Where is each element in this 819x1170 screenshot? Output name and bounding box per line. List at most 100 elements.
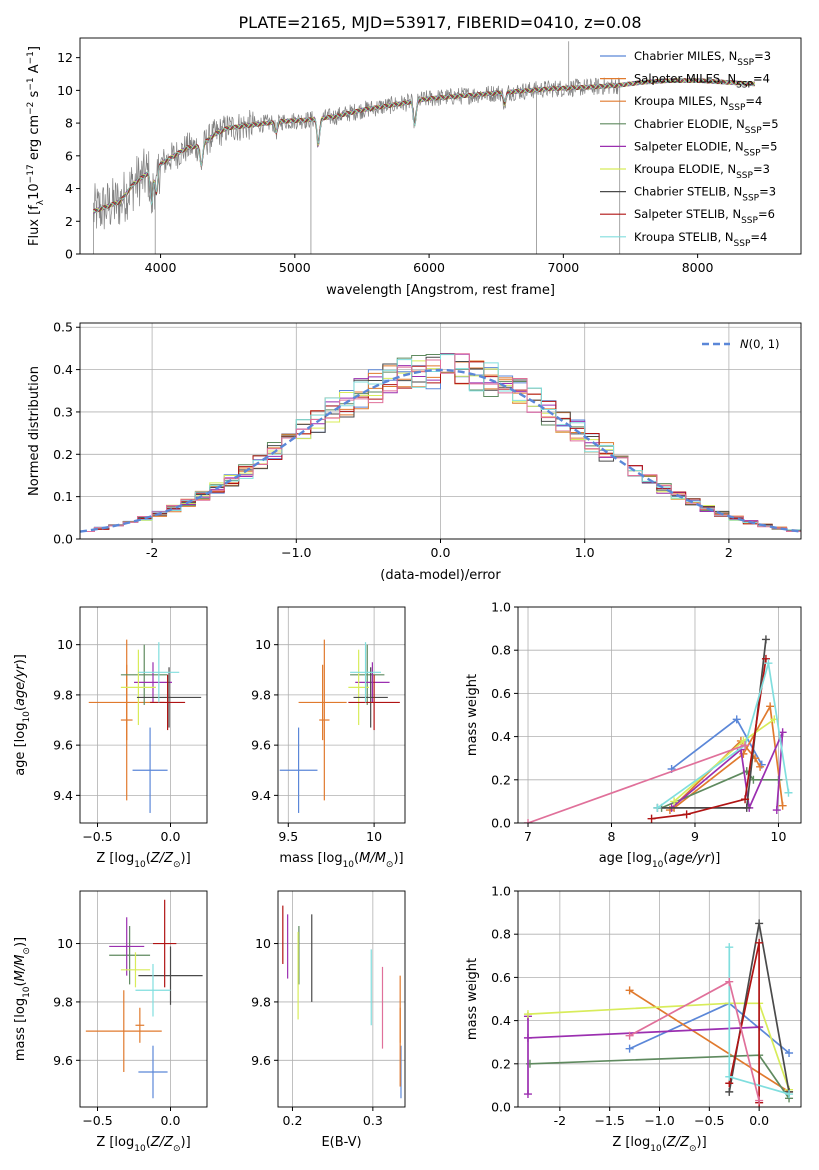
mass-weight-marker (741, 741, 750, 750)
y-tick-label: 4 (65, 181, 73, 196)
x-tick-label: 1.0 (575, 545, 595, 560)
mass-weight-marker (647, 814, 656, 823)
x-axis-label: Z [log10(Z/Z⊙)] (96, 1135, 190, 1154)
histogram-step (80, 353, 801, 539)
y-tick-label: 2 (65, 214, 73, 229)
x-tick-label: 4000 (145, 260, 177, 275)
mass-weight-line (673, 703, 784, 809)
y-tick-label: 0.5 (53, 320, 73, 335)
mass-weight-marker (785, 1090, 794, 1099)
legend-entry: Chabrier ELODIE, NSSP=5 (634, 117, 779, 136)
mass-weight-marker (756, 762, 765, 771)
mass-weight-marker (653, 803, 662, 812)
y-tick-label: 9.4 (53, 788, 73, 803)
x-axis-label: Z [log10(Z/Z⊙)] (96, 851, 190, 870)
y-tick-label: 1.0 (491, 884, 511, 899)
panel-spectrum: 4000 5000 6000 7000 8000 0 2 4 6 8 10 12 Chabrier MI… (26, 37, 802, 298)
observed-spectrum (93, 77, 621, 230)
axes-frame (277, 606, 406, 824)
mass-weight-marker (523, 1033, 532, 1042)
mass-weight-marker (625, 1044, 634, 1053)
plot-area (279, 639, 400, 813)
axes-frame (277, 890, 406, 1108)
mass-weight-marker (625, 1031, 634, 1040)
y-tick-label: 0.8 (491, 927, 511, 942)
x-tick-label: 7000 (547, 260, 579, 275)
x-tick-label: 9 (691, 829, 699, 844)
y-tick-label: 0.0 (53, 532, 73, 547)
mass-weight-line (629, 980, 760, 1101)
y-axis-label: Flux [fλ10−17 erg cm−2 s−1 A−1] (26, 46, 46, 246)
mass-weight-line (527, 1002, 790, 1090)
panel-massweight-vs-age: 7 8 9 10 0.0 0.2 0.4 0.6 0.8 1.0 age [log10(age/yr… (465, 600, 802, 870)
mass-weight-marker (742, 803, 751, 812)
x-tick-label: 0.2 (283, 1113, 303, 1128)
y-tick-label: 8 (65, 116, 73, 131)
y-tick-label: 9.8 (53, 994, 73, 1009)
plot-area (524, 635, 793, 823)
plot-area (85, 899, 203, 1099)
mass-weight-marker (523, 1010, 532, 1019)
x-tick-label: −1.0 (281, 545, 311, 560)
x-tick-label: 2 (725, 545, 733, 560)
mass-weight-marker (725, 943, 734, 952)
x-tick-label: 0.0 (749, 1113, 769, 1128)
y-tick-label: 9.8 (53, 687, 73, 702)
y-tick-label: 10 (57, 637, 73, 652)
y-axis-label: mass [log10(M/M⊙)] (13, 937, 32, 1061)
y-tick-label: 0.4 (491, 729, 511, 744)
x-tick-label: -2 (554, 1113, 566, 1128)
y-tick-label: 9.6 (251, 738, 271, 753)
plot-area (282, 905, 402, 1099)
x-tick-label: 0.0 (161, 1113, 181, 1128)
legend-entry: Salpeter MILES, NSSP=4 (634, 72, 770, 91)
figure-title: PLATE=2165, MJD=53917, FIBERID=0410, z=0… (238, 13, 641, 32)
y-tick-label: 10 (255, 936, 271, 951)
plot-area (80, 353, 801, 539)
x-axis-label: mass [log10(M/M⊙)] (279, 851, 403, 870)
mass-weight-marker (682, 810, 691, 819)
plot-area (88, 639, 202, 813)
axes-frame (79, 606, 208, 824)
x-axis-label: wavelength [Angstrom, rest frame] (326, 283, 555, 298)
mass-weight-line (527, 744, 746, 823)
x-tick-label: 6000 (413, 260, 445, 275)
y-tick-label: 0.2 (53, 447, 73, 462)
mass-weight-marker (772, 806, 781, 815)
panel-mass-vs-ebv: 0.2 0.3 9.6 9.8 10 E(B-V) (251, 890, 406, 1150)
x-tick-label: 8 (608, 829, 616, 844)
x-tick-label: −0.5 (82, 1113, 112, 1128)
y-tick-label: 0.6 (491, 686, 511, 701)
mass-weight-marker (741, 795, 750, 804)
legend-entry: Kroupa ELODIE, NSSP=3 (634, 162, 770, 181)
y-axis-label: mass weight (465, 958, 480, 1040)
y-tick-label: 10 (57, 83, 73, 98)
legend-entry: Salpeter STELIB, NSSP=6 (634, 207, 775, 226)
axes-frame (79, 890, 208, 1108)
mass-weight-line (657, 639, 767, 809)
mass-weight-marker (670, 797, 679, 806)
mass-weight-marker (764, 659, 773, 668)
mass-weight-marker (755, 1096, 764, 1105)
y-tick-label: 6 (65, 148, 73, 163)
x-tick-label: 8000 (682, 260, 714, 275)
x-axis-label: age [log10(age/yr)] (599, 851, 721, 870)
x-tick-label: −1.0 (644, 1113, 674, 1128)
y-tick-label: 1.0 (491, 600, 511, 615)
y-tick-label: 9.6 (251, 1053, 271, 1068)
mass-weight-marker (725, 1072, 734, 1081)
legend-entry: Kroupa MILES, NSSP=4 (634, 94, 762, 113)
y-tick-label: 12 (57, 50, 73, 65)
y-axis-label: age [log10(age/yr)] (13, 654, 32, 776)
x-tick-label: 5000 (279, 260, 311, 275)
x-tick-label: -2 (146, 545, 158, 560)
mass-weight-marker (784, 788, 793, 797)
y-tick-label: 0.4 (53, 362, 73, 377)
y-tick-label: 9.8 (251, 687, 271, 702)
mass-weight-line (527, 1016, 760, 1094)
y-tick-label: 0 (65, 247, 73, 262)
x-tick-label: 0.3 (363, 1113, 383, 1128)
x-tick-label: 10 (771, 829, 787, 844)
mass-weight-marker (761, 654, 770, 663)
